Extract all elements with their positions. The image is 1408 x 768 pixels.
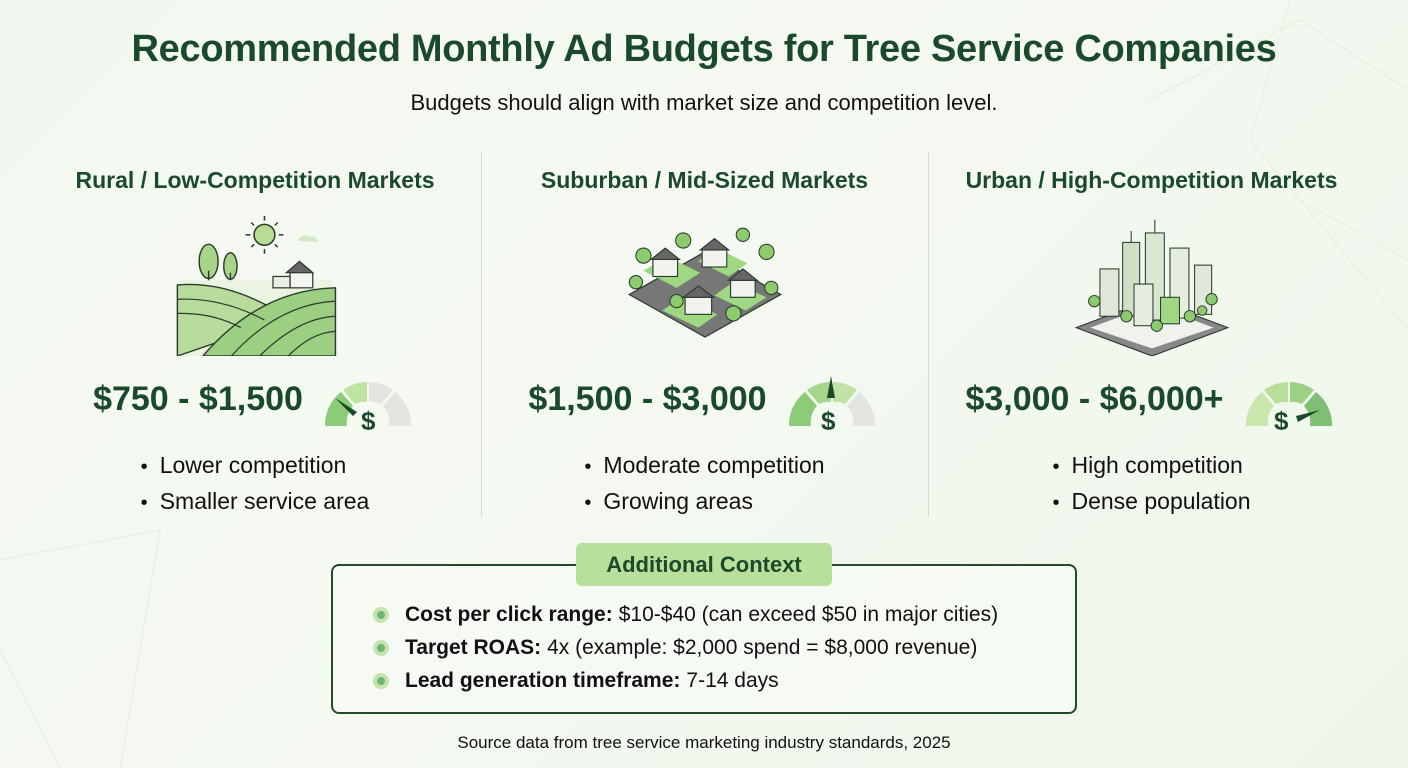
context-key: Lead generation timeframe:: [405, 669, 681, 692]
budget-gauge-low-icon: $: [324, 382, 411, 430]
budget-range: $1,500 - $3,000: [528, 379, 767, 418]
market-card-rural: Rural / Low-Competition Markets $750 - $…: [30, 150, 480, 520]
source-note: Source data from tree service marketing …: [457, 733, 951, 752]
context-value: 7-14 days: [686, 669, 779, 692]
svg-text:$: $: [821, 406, 836, 430]
context-value: $10-$40 (can exceed $50 in major cities): [618, 603, 999, 626]
context-key: Cost per click range:: [405, 603, 613, 626]
budget-gauge-medium-icon: $: [788, 376, 875, 430]
bullet-dot-icon: [373, 672, 389, 689]
svg-text:$: $: [361, 406, 376, 430]
context-label: Additional Context: [576, 543, 832, 586]
page-title: Recommended Monthly Ad Budgets for Tree …: [131, 28, 1277, 70]
bullet-item: Moderate competition: [584, 448, 824, 484]
column-divider: [928, 152, 929, 517]
bullet-item: Smaller service area: [141, 484, 370, 520]
context-item: Cost per click range: $10-$40 (can excee…: [373, 598, 998, 631]
bullet-dot-icon: [373, 639, 389, 656]
market-heading: Suburban / Mid-Sized Markets: [540, 167, 869, 193]
market-bullets: Moderate competition Growing areas: [584, 448, 824, 520]
city-skyline-icon: [1074, 219, 1229, 356]
svg-text:$: $: [1274, 406, 1289, 430]
column-divider: [481, 152, 482, 517]
budget-gauge-high-icon: $: [1245, 382, 1332, 430]
market-bullets: Lower competition Smaller service area: [141, 448, 370, 520]
additional-context-box: Cost per click range: $10-$40 (can excee…: [331, 564, 1077, 714]
budget-range: $750 - $1,500: [93, 379, 303, 418]
bullet-item: Lower competition: [141, 448, 370, 484]
market-heading: Rural / Low-Competition Markets: [75, 167, 435, 193]
bullet-item: High competition: [1052, 448, 1250, 484]
market-bullets: High competition Dense population: [1052, 448, 1250, 520]
page-subtitle: Budgets should align with market size an…: [410, 90, 998, 115]
bullet-item: Dense population: [1052, 484, 1250, 520]
context-item: Target ROAS: 4x (example: $2,000 spend =…: [373, 631, 998, 664]
market-card-suburban: Suburban / Mid-Sized Markets $1,500 - $3…: [482, 150, 927, 520]
budget-range: $3,000 - $6,000+: [965, 379, 1224, 418]
rural-landscape-icon: [176, 215, 337, 356]
market-card-urban: Urban / High-Competition Markets $3,000 …: [929, 150, 1374, 520]
market-heading: Urban / High-Competition Markets: [965, 167, 1338, 193]
suburban-neighborhood-icon: [627, 227, 782, 338]
context-value: 4x (example: $2,000 spend = $8,000 reven…: [547, 636, 978, 659]
bullet-dot-icon: [373, 606, 389, 623]
context-key: Target ROAS:: [405, 636, 542, 659]
bullet-item: Growing areas: [584, 484, 824, 520]
context-item: Lead generation timeframe: 7-14 days: [373, 664, 998, 697]
